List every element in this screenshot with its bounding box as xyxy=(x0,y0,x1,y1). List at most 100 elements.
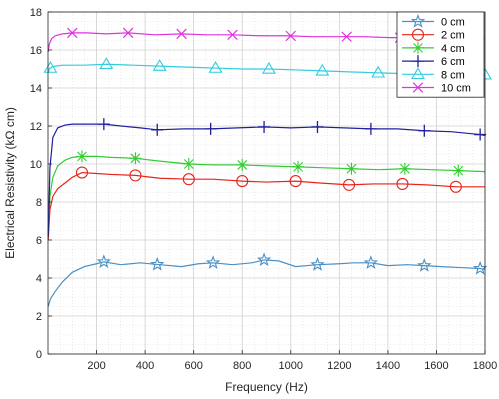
data-point-marker xyxy=(261,61,276,74)
y-tick-label: 14 xyxy=(30,83,42,95)
data-point-marker xyxy=(474,128,487,141)
x-axis-label: Frequency (Hz) xyxy=(225,380,308,394)
data-point-marker xyxy=(258,120,271,133)
y-tick-label: 0 xyxy=(36,349,42,361)
data-point-marker xyxy=(285,30,297,42)
series-4-cm xyxy=(47,150,486,233)
data-point-marker xyxy=(449,180,462,193)
legend-item: 0 cm xyxy=(402,13,465,29)
data-point-marker xyxy=(176,28,187,40)
legend-marker xyxy=(410,13,426,28)
data-point-marker xyxy=(205,255,221,269)
x-tick-label: 200 xyxy=(87,360,105,372)
data-point-marker xyxy=(67,27,78,39)
data-point-marker xyxy=(417,258,432,272)
x-tick-label: 1800 xyxy=(473,360,497,372)
x-tick-label: 1600 xyxy=(424,360,448,372)
data-point-marker xyxy=(341,31,352,42)
data-point-marker xyxy=(97,118,110,131)
legend-item: 10 cm xyxy=(402,82,471,95)
data-point-marker xyxy=(472,260,488,275)
data-point-marker xyxy=(75,150,88,163)
data-point-marker xyxy=(151,123,164,136)
data-point-marker xyxy=(256,252,272,267)
x-tick-label: 1400 xyxy=(376,360,400,372)
data-point-marker xyxy=(289,175,302,188)
x-tick-label: 400 xyxy=(136,360,154,372)
series-0-cm xyxy=(47,252,488,307)
y-tick-label: 6 xyxy=(36,235,42,247)
legend-label: 8 cm xyxy=(441,69,465,81)
legend-item: 4 cm xyxy=(402,41,465,55)
y-tick-label: 10 xyxy=(30,159,42,171)
legend-marker xyxy=(412,55,424,68)
data-point-marker xyxy=(227,29,238,41)
y-tick-label: 12 xyxy=(30,121,42,133)
legend-marker xyxy=(411,28,425,41)
data-point-marker xyxy=(418,124,431,137)
data-point-marker xyxy=(129,169,142,182)
series-line xyxy=(47,171,485,241)
legend: 0 cm2 cm4 cm6 cm8 cm 10 cm xyxy=(396,11,485,98)
data-point-marker xyxy=(452,164,465,177)
data-point-marker xyxy=(122,27,134,39)
data-point-marker xyxy=(129,152,142,165)
series-line xyxy=(47,123,486,237)
series-2-cm xyxy=(47,166,485,241)
data-point-marker xyxy=(75,166,89,179)
data-point-marker xyxy=(310,257,325,271)
series-layer xyxy=(43,27,492,307)
legend-label: 2 cm xyxy=(441,30,465,42)
data-point-marker xyxy=(236,158,249,171)
legend-marker xyxy=(411,67,425,80)
legend-item: 8 cm xyxy=(402,67,465,81)
y-axis-ticks: 0 2 4 6 8 10 12 14 16 18 xyxy=(30,7,52,361)
y-tick-label: 18 xyxy=(30,7,42,19)
legend-item: 2 cm xyxy=(402,28,465,42)
data-point-marker xyxy=(182,173,195,186)
legend-item: 6 cm xyxy=(402,55,465,68)
y-tick-label: 2 xyxy=(36,311,42,323)
series-line xyxy=(47,63,485,76)
legend-label: 0 cm xyxy=(441,17,465,29)
data-point-marker xyxy=(364,122,377,135)
series-6-cm xyxy=(47,118,487,237)
data-point-marker xyxy=(315,63,330,76)
legend-label: 4 cm xyxy=(441,43,465,55)
data-point-marker xyxy=(182,158,195,170)
x-tick-label: 1200 xyxy=(327,360,351,372)
legend-label: 6 cm xyxy=(441,56,465,68)
data-point-marker xyxy=(371,65,386,78)
x-tick-label: 800 xyxy=(233,360,251,372)
data-point-marker xyxy=(396,177,409,190)
legend-label: 10 cm xyxy=(441,83,471,95)
data-point-marker xyxy=(345,162,358,175)
data-point-marker xyxy=(208,60,223,73)
data-point-marker xyxy=(43,60,58,73)
y-tick-label: 4 xyxy=(36,273,42,285)
legend-marker xyxy=(412,82,424,93)
data-point-marker xyxy=(342,178,356,191)
legend-box xyxy=(396,11,485,98)
series-line xyxy=(47,259,486,307)
data-point-marker xyxy=(398,162,411,175)
x-axis-ticks: 200 400 600 800 1000 1200 1400 1600 1800 xyxy=(87,350,497,372)
data-point-marker xyxy=(152,59,167,71)
data-point-marker xyxy=(363,255,379,269)
data-point-marker xyxy=(96,254,112,268)
plot-frame xyxy=(47,11,486,355)
y-tick-label: 8 xyxy=(36,197,42,209)
x-tick-label: 1000 xyxy=(279,360,303,372)
data-point-marker xyxy=(292,160,305,173)
data-point-marker xyxy=(204,122,217,135)
x-tick-label: 600 xyxy=(184,360,202,372)
y-tick-label: 16 xyxy=(30,45,42,57)
y-axis-label: Electrical Resistivity (kΩ cm) xyxy=(3,107,17,259)
legend-marker xyxy=(412,41,424,54)
data-point-marker xyxy=(150,256,165,271)
data-point-marker xyxy=(99,57,114,69)
data-point-marker xyxy=(236,175,249,188)
data-point-marker xyxy=(311,120,324,133)
minor-grid xyxy=(48,12,485,354)
